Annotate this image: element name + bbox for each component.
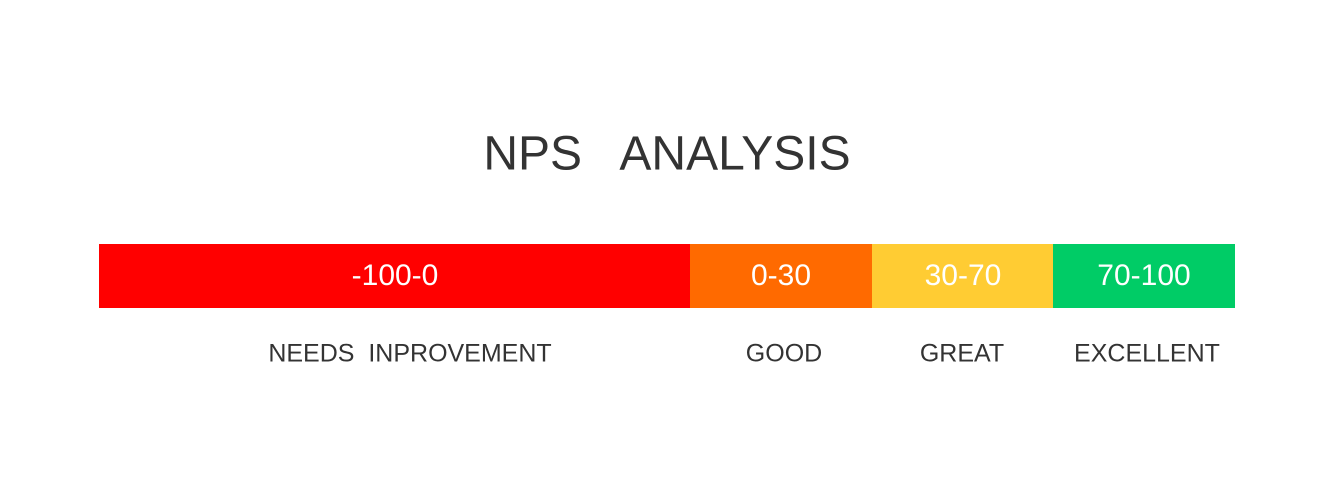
segment-label: NEEDS INPROVEMENT bbox=[268, 340, 551, 368]
segment-bar bbox=[872, 244, 1054, 308]
segment-label: GOOD bbox=[746, 340, 822, 368]
segment-bar bbox=[1053, 244, 1235, 308]
segment-range: 70-100 bbox=[1097, 259, 1190, 292]
title: NPS ANALYSIS bbox=[483, 128, 850, 181]
segment-label: GREAT bbox=[920, 340, 1004, 368]
segment-label: EXCELLENT bbox=[1074, 340, 1220, 368]
segment-range: 30-70 bbox=[925, 259, 1002, 292]
segment-range: 0-30 bbox=[751, 259, 811, 292]
segment-bar bbox=[690, 244, 873, 308]
segment-bar bbox=[99, 244, 691, 308]
segment-range: -100-0 bbox=[352, 259, 439, 292]
